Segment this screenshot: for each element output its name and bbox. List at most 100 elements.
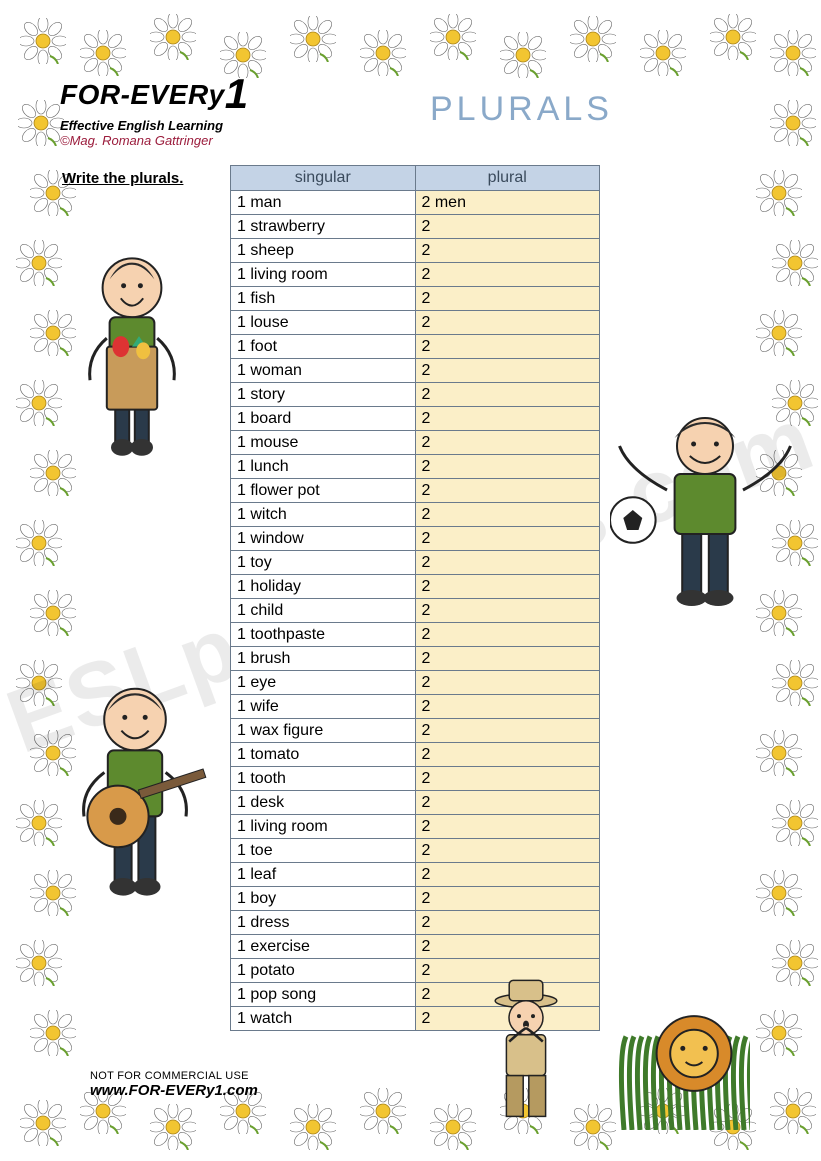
cell-singular: 1 exercise [231,935,416,958]
cell-plural[interactable]: 2 [416,407,600,430]
footer: NOT FOR COMMERCIAL USE www.FOR-EVERy1.co… [90,1070,258,1099]
cell-singular: 1 fish [231,287,416,310]
daisy-icon [640,30,686,76]
cell-plural[interactable]: 2 [416,743,600,766]
daisy-icon [430,14,476,60]
cell-plural[interactable]: 2 [416,215,600,238]
cell-plural[interactable]: 2 [416,887,600,910]
cell-plural[interactable]: 2 [416,359,600,382]
cell-singular: 1 living room [231,263,416,286]
table-row: 1 mouse2 [231,430,599,454]
cell-singular: 1 board [231,407,416,430]
cell-singular: 1 foot [231,335,416,358]
cell-plural[interactable]: 2 [416,791,600,814]
daisy-icon [710,14,756,60]
footer-notice: NOT FOR COMMERCIAL USE [90,1070,258,1082]
cell-singular: 1 toothpaste [231,623,416,646]
table-row: 1 sheep2 [231,238,599,262]
table-row: 1 witch2 [231,502,599,526]
cell-singular: 1 living room [231,815,416,838]
table-row: 1 child2 [231,598,599,622]
page-title: PLURALS [430,90,613,129]
header-singular: singular [231,166,416,190]
cell-plural[interactable]: 2 [416,263,600,286]
cell-singular: 1 louse [231,311,416,334]
daisy-icon [772,660,818,706]
daisy-icon [16,240,62,286]
plurals-table: singular plural 1 man2 men1 strawberry2 … [230,165,600,1031]
cell-plural[interactable]: 2 [416,599,600,622]
cell-plural[interactable]: 2 [416,623,600,646]
daisy-icon [30,1010,76,1056]
cell-singular: 1 lunch [231,455,416,478]
cell-plural[interactable]: 2 [416,863,600,886]
daisy-icon [770,30,816,76]
header-plural: plural [416,166,600,190]
cell-plural[interactable]: 2 [416,431,600,454]
cell-plural[interactable]: 2 [416,767,600,790]
cell-plural[interactable]: 2 [416,719,600,742]
daisy-icon [772,940,818,986]
table-row: 1 brush2 [231,646,599,670]
table-row: 1 story2 [231,382,599,406]
cell-singular: 1 tomato [231,743,416,766]
table-row: 1 living room2 [231,262,599,286]
cell-plural[interactable]: 2 [416,479,600,502]
cell-plural[interactable]: 2 [416,287,600,310]
cell-singular: 1 eye [231,671,416,694]
cell-plural[interactable]: 2 [416,527,600,550]
logo-brand-one: 1 [225,70,249,117]
cell-singular: 1 pop song [231,983,416,1006]
table-row: 1 wife2 [231,694,599,718]
cell-plural[interactable]: 2 [416,839,600,862]
table-row: 1 lunch2 [231,454,599,478]
cell-singular: 1 witch [231,503,416,526]
table-row: 1 strawberry2 [231,214,599,238]
table-row: 1 exercise2 [231,934,599,958]
table-row: 1 eye2 [231,670,599,694]
table-row: 1 toy2 [231,550,599,574]
cell-singular: 1 sheep [231,239,416,262]
table-row: 1 living room2 [231,814,599,838]
cell-plural[interactable]: 2 [416,695,600,718]
daisy-icon [756,730,802,776]
cell-plural[interactable]: 2 [416,503,600,526]
daisy-icon [756,870,802,916]
cell-singular: 1 desk [231,791,416,814]
table-row: 1 toe2 [231,838,599,862]
cell-plural[interactable]: 2 [416,671,600,694]
cell-plural[interactable]: 2 [416,239,600,262]
cell-singular: 1 leaf [231,863,416,886]
cell-plural[interactable]: 2 [416,551,600,574]
table-row: 1 louse2 [231,310,599,334]
cell-plural[interactable]: 2 [416,575,600,598]
cell-singular: 1 strawberry [231,215,416,238]
cell-plural[interactable]: 2 [416,335,600,358]
table-row: 1 boy2 [231,886,599,910]
cell-singular: 1 holiday [231,575,416,598]
logo-tagline: Effective English Learning [60,118,310,133]
daisy-icon [20,1100,66,1146]
cell-plural[interactable]: 2 [416,311,600,334]
cell-plural[interactable]: 2 [416,383,600,406]
table-row: 1 holiday2 [231,574,599,598]
daisy-icon [16,940,62,986]
cell-singular: 1 potato [231,959,416,982]
table-row: 1 tomato2 [231,742,599,766]
cell-plural[interactable]: 2 [416,647,600,670]
cell-plural[interactable]: 2 [416,455,600,478]
daisy-icon [756,310,802,356]
cell-plural[interactable]: 2 [416,911,600,934]
cell-plural[interactable]: 2 men [416,191,600,214]
footer-url: www.FOR-EVERy1.com [90,1082,258,1099]
cell-singular: 1 wife [231,695,416,718]
cell-singular: 1 window [231,527,416,550]
cell-singular: 1 tooth [231,767,416,790]
daisy-icon [756,1010,802,1056]
boy-soccer-icon [610,410,800,615]
cell-plural[interactable]: 2 [416,935,600,958]
logo-brand-text: FOR-EVERy [60,79,225,110]
logo-brand: FOR-EVERy1 [60,70,310,118]
cell-singular: 1 man [231,191,416,214]
cell-plural[interactable]: 2 [416,815,600,838]
